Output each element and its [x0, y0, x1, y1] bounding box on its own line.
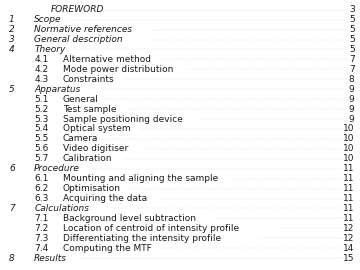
- Text: Mounting and aligning the sample: Mounting and aligning the sample: [63, 174, 218, 183]
- Text: Normative references: Normative references: [34, 25, 132, 34]
- Text: 11: 11: [343, 164, 355, 173]
- Text: FOREWORD: FOREWORD: [50, 5, 104, 14]
- Text: Procedure: Procedure: [34, 164, 80, 173]
- Text: 9: 9: [349, 114, 355, 124]
- Text: 11: 11: [343, 174, 355, 183]
- Text: Test sample: Test sample: [63, 104, 117, 114]
- Text: 2: 2: [9, 25, 15, 34]
- Text: 9: 9: [349, 104, 355, 114]
- Text: 11: 11: [343, 194, 355, 203]
- Text: 9: 9: [349, 95, 355, 104]
- Text: 1: 1: [9, 15, 15, 24]
- Text: 12: 12: [343, 224, 355, 233]
- Text: Calculations: Calculations: [34, 204, 89, 213]
- Text: 7: 7: [349, 65, 355, 74]
- Text: 7: 7: [9, 204, 15, 213]
- Text: Location of centroid of intensity profile: Location of centroid of intensity profil…: [63, 224, 239, 233]
- Text: General: General: [63, 95, 99, 104]
- Text: Differentiating the intensity profile: Differentiating the intensity profile: [63, 234, 221, 243]
- Text: Video digitiser: Video digitiser: [63, 144, 128, 153]
- Text: 10: 10: [343, 154, 355, 163]
- Text: 5.4: 5.4: [34, 124, 49, 133]
- Text: Results: Results: [34, 254, 67, 263]
- Text: 5: 5: [349, 35, 355, 44]
- Text: 5.5: 5.5: [34, 134, 49, 143]
- Text: Apparatus: Apparatus: [34, 85, 81, 94]
- Text: General description: General description: [34, 35, 123, 44]
- Text: 5.6: 5.6: [34, 144, 49, 153]
- Text: Camera: Camera: [63, 134, 98, 143]
- Text: 8: 8: [9, 254, 15, 263]
- Text: 6.2: 6.2: [34, 184, 49, 193]
- Text: 11: 11: [343, 214, 355, 223]
- Text: 4: 4: [9, 45, 15, 54]
- Text: 15: 15: [343, 254, 355, 263]
- Text: 7: 7: [349, 55, 355, 64]
- Text: 4.2: 4.2: [34, 65, 48, 74]
- Text: 5.2: 5.2: [34, 104, 49, 114]
- Text: Constraints: Constraints: [63, 75, 114, 84]
- Text: 5: 5: [9, 85, 15, 94]
- Text: 5.7: 5.7: [34, 154, 49, 163]
- Text: 7.2: 7.2: [34, 224, 49, 233]
- Text: Scope: Scope: [34, 15, 62, 24]
- Text: 4.1: 4.1: [34, 55, 49, 64]
- Text: 5: 5: [349, 15, 355, 24]
- Text: 3: 3: [9, 35, 15, 44]
- Text: 7.4: 7.4: [34, 244, 49, 253]
- Text: Acquiring the data: Acquiring the data: [63, 194, 147, 203]
- Text: Calibration: Calibration: [63, 154, 112, 163]
- Text: 4.3: 4.3: [34, 75, 49, 84]
- Text: 6: 6: [9, 164, 15, 173]
- Text: 5.3: 5.3: [34, 114, 49, 124]
- Text: Optimisation: Optimisation: [63, 184, 121, 193]
- Text: 5: 5: [349, 25, 355, 34]
- Text: 11: 11: [343, 184, 355, 193]
- Text: 5.1: 5.1: [34, 95, 49, 104]
- Text: Sample positioning device: Sample positioning device: [63, 114, 183, 124]
- Text: 6.3: 6.3: [34, 194, 49, 203]
- Text: 3: 3: [349, 5, 355, 14]
- Text: 7.1: 7.1: [34, 214, 49, 223]
- Text: 7.3: 7.3: [34, 234, 49, 243]
- Text: 10: 10: [343, 134, 355, 143]
- Text: Computing the MTF: Computing the MTF: [63, 244, 152, 253]
- Text: 10: 10: [343, 124, 355, 133]
- Text: Theory: Theory: [34, 45, 66, 54]
- Text: 6.1: 6.1: [34, 174, 49, 183]
- Text: 9: 9: [349, 85, 355, 94]
- Text: Background level subtraction: Background level subtraction: [63, 214, 196, 223]
- Text: 11: 11: [343, 204, 355, 213]
- Text: Optical system: Optical system: [63, 124, 131, 133]
- Text: 12: 12: [343, 234, 355, 243]
- Text: 5: 5: [349, 45, 355, 54]
- Text: 10: 10: [343, 144, 355, 153]
- Text: Mode power distribution: Mode power distribution: [63, 65, 174, 74]
- Text: 14: 14: [343, 244, 355, 253]
- Text: Alternative method: Alternative method: [63, 55, 151, 64]
- Text: 8: 8: [349, 75, 355, 84]
